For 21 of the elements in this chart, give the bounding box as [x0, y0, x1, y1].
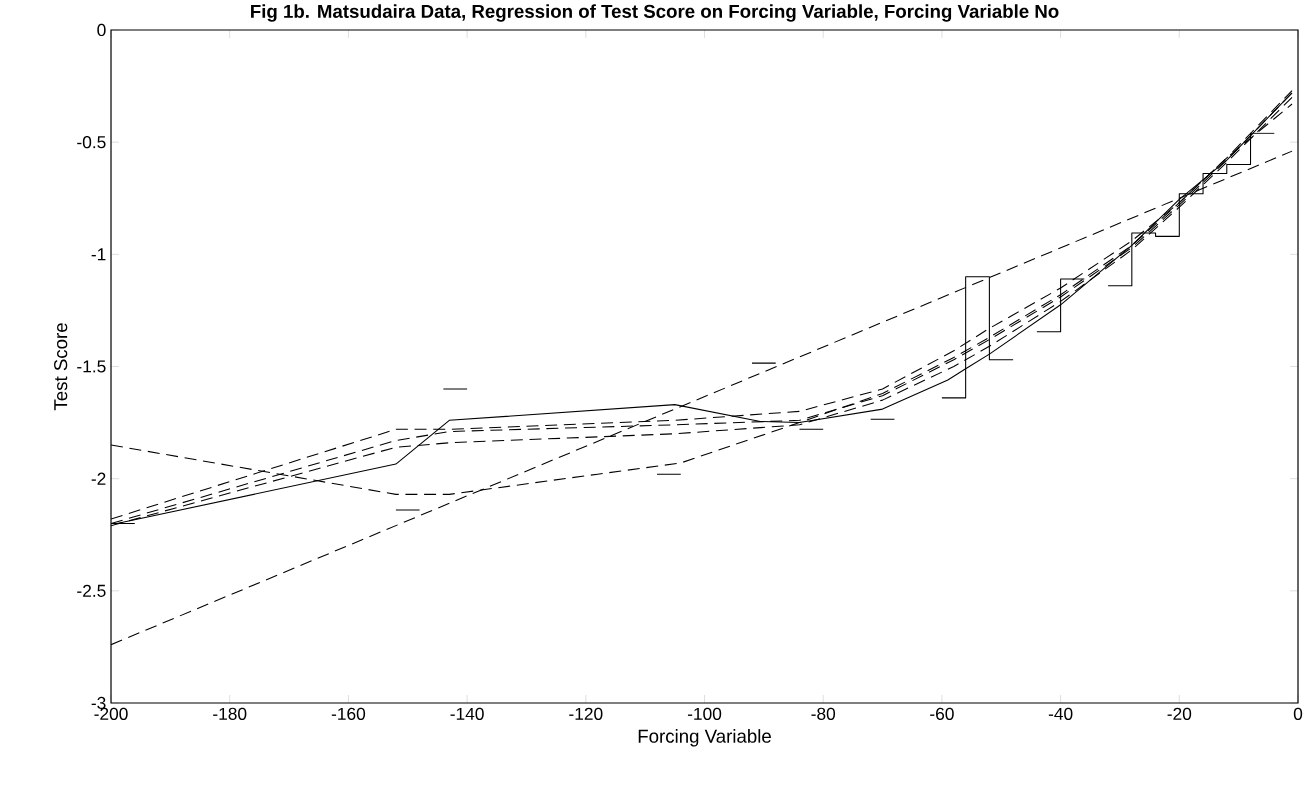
y-tick-label: -1.5 — [77, 360, 106, 373]
x-tick-label: -60 — [930, 707, 954, 720]
x-axis-title: Forcing Variable — [638, 729, 771, 747]
x-tick-label: -120 — [569, 707, 603, 720]
x-tick-label: -20 — [1167, 707, 1192, 720]
y-tick-label: -2 — [91, 472, 106, 485]
chart-title: Fig 1b. Matsudaira Data, Regression of Test Score on Forcing Variable, Forcing Variable No — [251, 4, 1059, 22]
x-tick-label: -40 — [1048, 707, 1073, 720]
y-tick-label: 0 — [97, 23, 106, 37]
x-tick-label: 0 — [1293, 707, 1303, 720]
y-tick-label: -1 — [91, 248, 106, 261]
x-tick-label: -100 — [687, 707, 722, 720]
x-tick-label: -180 — [213, 707, 247, 720]
y-tick-label: -0.5 — [77, 136, 106, 149]
x-tick-label: -80 — [811, 707, 836, 720]
y-tick-label: -2.5 — [77, 584, 106, 597]
y-tick-label: -3 — [91, 696, 106, 710]
y-axis-title: Test Score — [54, 323, 68, 411]
x-tick-label: -140 — [450, 707, 484, 720]
x-tick-label: -200 — [94, 707, 128, 720]
x-tick-label: -160 — [331, 707, 366, 720]
